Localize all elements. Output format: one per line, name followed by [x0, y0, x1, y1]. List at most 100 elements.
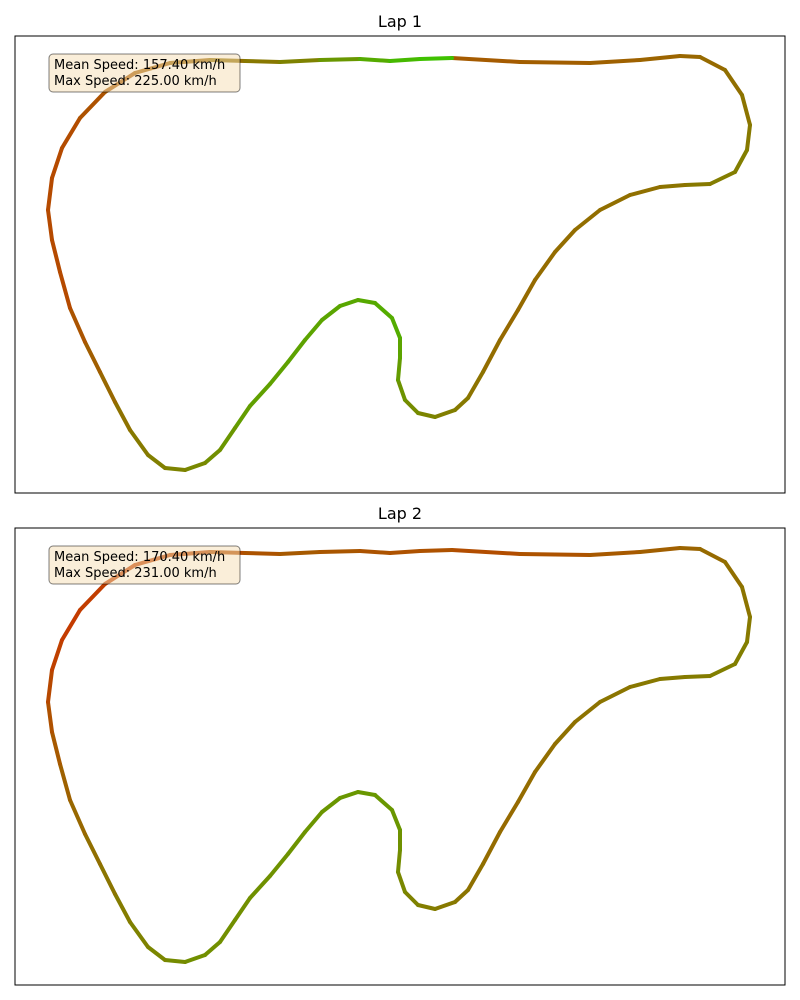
track-segment: [68, 306, 87, 344]
track-segment: [98, 862, 117, 896]
track-segment: [481, 830, 502, 866]
track-segment: [248, 874, 272, 900]
track-segment: [163, 466, 187, 472]
lap-1-stats-box-bg: [48, 53, 241, 93]
track-segment: [745, 615, 752, 644]
track-segment: [233, 404, 252, 430]
track-segment: [50, 638, 64, 672]
track-segment: [658, 183, 687, 189]
track-segment: [373, 301, 394, 320]
lap-2-track-line: [46, 546, 752, 964]
lap-1-max-speed: Max Speed: 225.00 km/h: [54, 74, 217, 89]
track-segment: [598, 193, 632, 212]
track-segment: [416, 411, 437, 419]
track-segment: [356, 298, 377, 305]
track-segment: [390, 316, 402, 340]
track-segment: [50, 146, 64, 180]
track-segment: [628, 677, 662, 689]
track-segment: [218, 426, 237, 452]
track-segment: [396, 356, 402, 382]
track-segment: [278, 550, 322, 556]
track-segment: [113, 400, 132, 432]
track-segment: [320, 304, 342, 322]
track-segment: [638, 546, 682, 554]
track-segment: [573, 208, 602, 232]
track-segment: [533, 250, 557, 282]
track-segment: [218, 918, 237, 944]
track-segment: [628, 185, 662, 197]
track-segment: [678, 546, 702, 551]
track-segment: [466, 862, 485, 892]
lap-1-panel: Lap 1 Mean Speed: 157.40 km/h Max Speed:…: [14, 12, 786, 494]
track-segment: [450, 56, 522, 64]
track-segment: [723, 560, 744, 589]
track-segment: [50, 730, 62, 766]
track-segment: [708, 662, 737, 678]
track-segment: [303, 318, 324, 342]
track-segment: [128, 428, 150, 457]
track-segment: [358, 549, 392, 555]
lap-2-title: Lap 2: [378, 504, 422, 523]
track-segment: [683, 182, 712, 187]
track-segment: [396, 378, 407, 402]
track-segment: [60, 116, 82, 150]
track-segment: [433, 900, 457, 911]
track-segment: [243, 551, 282, 556]
track-segment: [516, 278, 537, 312]
track-segment: [338, 790, 360, 800]
track-segment: [358, 57, 392, 63]
track-segment: [58, 762, 72, 802]
lap-2-max-speed: Max Speed: 231.00 km/h: [54, 566, 217, 581]
track-segment: [416, 903, 437, 911]
track-segment: [286, 338, 307, 364]
track-segment: [516, 770, 537, 804]
track-segment: [733, 640, 749, 666]
track-segment: [50, 238, 62, 274]
track-segment: [396, 848, 402, 874]
track-segment: [60, 608, 82, 642]
track-segment: [518, 60, 592, 65]
track-segment: [553, 228, 577, 254]
lap-1-mean-speed: Mean Speed: 157.40 km/h: [54, 58, 225, 73]
track-segment: [396, 870, 407, 894]
track-segment: [740, 585, 752, 619]
track-segment: [498, 308, 520, 342]
track-segment: [573, 700, 602, 724]
track-segment: [733, 148, 749, 174]
track-segment: [128, 920, 150, 949]
track-segment: [286, 830, 307, 856]
track-segment: [588, 58, 642, 65]
lap-1-track-line: [46, 54, 752, 472]
track-segment: [533, 742, 557, 774]
lap-2-stats-box: Mean Speed: 170.40 km/h Max Speed: 231.0…: [48, 545, 241, 585]
track-segment: [78, 90, 107, 120]
track-segment: [518, 552, 592, 557]
track-segment: [183, 461, 207, 472]
track-segment: [83, 340, 102, 374]
track-segment: [723, 68, 744, 97]
lap-2-panel: Lap 2 Mean Speed: 170.40 km/h Max Speed:…: [14, 504, 786, 986]
track-segment: [481, 338, 502, 374]
track-segment: [453, 396, 470, 412]
track-segment: [183, 953, 207, 964]
track-segment: [388, 57, 422, 63]
track-segment: [46, 208, 54, 242]
track-segment: [683, 674, 712, 679]
track-segment: [708, 170, 737, 186]
lap-2-mean-speed: Mean Speed: 170.40 km/h: [54, 550, 225, 565]
track-segment: [466, 370, 485, 400]
track-segment: [658, 675, 687, 681]
track-segment: [46, 176, 54, 212]
track-segment: [418, 56, 454, 61]
track-segment: [303, 810, 324, 834]
track-segment: [740, 93, 752, 127]
track-segment: [278, 58, 322, 64]
track-segment: [698, 547, 727, 564]
track-segment: [388, 549, 422, 555]
track-segment: [698, 55, 727, 72]
track-segment: [268, 360, 290, 386]
track-segment: [373, 793, 394, 812]
track-segment: [318, 549, 362, 554]
track-segment: [203, 448, 222, 465]
lap-1-title: Lap 1: [378, 12, 422, 31]
